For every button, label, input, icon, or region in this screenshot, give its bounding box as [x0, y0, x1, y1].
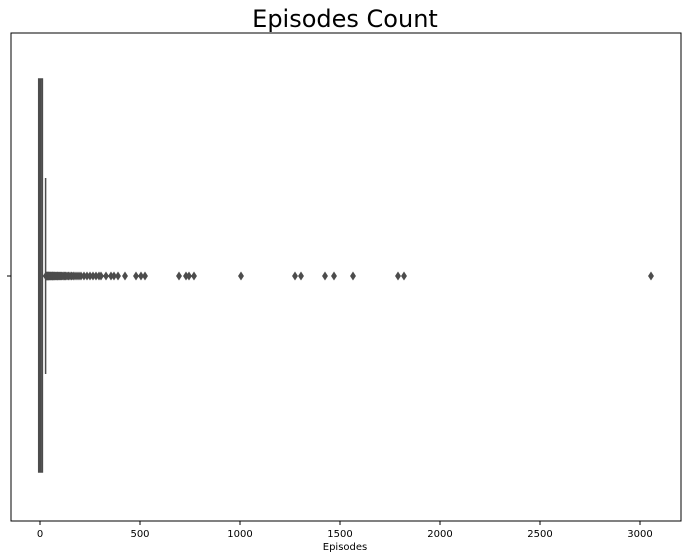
outlier-point — [648, 271, 654, 281]
outlier-point — [191, 271, 197, 281]
outlier-point — [103, 271, 109, 281]
outlier-point — [331, 271, 337, 281]
outlier-point — [98, 271, 104, 281]
outlier-point — [395, 271, 401, 281]
x-tick-label: 1500 — [327, 529, 352, 540]
x-tick-label: 0 — [37, 529, 43, 540]
chart-title: Episodes Count — [252, 5, 438, 33]
x-axis-ticks: 0 500 1000 1500 2000 2500 3000 — [37, 521, 653, 540]
outlier-point — [115, 271, 121, 281]
outlier-point — [138, 271, 144, 281]
outlier-point — [238, 271, 244, 281]
x-axis-label: Episodes — [323, 542, 367, 553]
outlier-point — [133, 271, 139, 281]
outlier-point — [176, 271, 182, 281]
x-tick-label: 2000 — [427, 529, 452, 540]
plot-frame — [10, 32, 682, 522]
outlier-point — [142, 271, 148, 281]
outlier-point — [122, 271, 128, 281]
outlier-point — [322, 271, 328, 281]
box-plot-marks — [37, 78, 654, 473]
outlier-point — [401, 271, 407, 281]
outlier-point — [298, 271, 304, 281]
x-tick-label: 2500 — [527, 529, 552, 540]
x-tick-label: 3000 — [627, 529, 652, 540]
x-tick-label: 1000 — [227, 529, 252, 540]
outlier-point — [350, 271, 356, 281]
outlier-point — [186, 271, 192, 281]
outlier-point — [111, 271, 117, 281]
outlier-point — [292, 271, 298, 281]
x-tick-label: 500 — [130, 529, 149, 540]
